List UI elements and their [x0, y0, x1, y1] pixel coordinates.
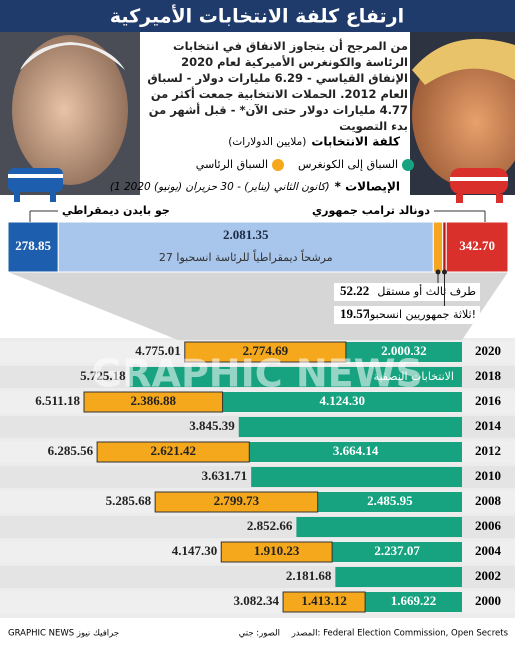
y-tick-label: 2020	[475, 343, 501, 358]
receipt-bar	[432, 221, 444, 273]
category-label: ثلاثة جمهوريين انسحبوا!	[367, 308, 476, 321]
y-tick-label: 2012	[475, 443, 501, 458]
legend-swatch	[402, 159, 414, 171]
y-tick-label: 2008	[475, 493, 502, 508]
value-label: 3.664.14	[333, 443, 379, 458]
category-label: طرف ثالث أو مستقل	[377, 284, 476, 298]
footer-source: المصدر: Federal Election Commission, Ope…	[291, 629, 509, 639]
value-label: 2.386.88	[131, 393, 177, 408]
bar-congress	[251, 467, 462, 487]
bar-congress	[332, 542, 462, 562]
callout-bg	[334, 306, 480, 324]
photo-biden	[12, 35, 128, 185]
y-tick-label: 2004	[475, 543, 502, 558]
value-label: 1.413.12	[301, 593, 347, 608]
title: ارتفاع كلفة الانتخابات الأميركية	[110, 5, 404, 28]
value-label: 1.669.22	[391, 593, 437, 608]
bar-president	[154, 491, 319, 513]
callout-bg	[334, 283, 480, 301]
photo-trump	[412, 43, 515, 187]
legend-label: السباق الرئاسي	[196, 158, 268, 171]
total-label: 2.852.66	[247, 518, 293, 533]
total-label: 4.147.30	[172, 543, 218, 558]
watermark: GRAPHIC NEWS	[91, 352, 423, 396]
bar-congress	[249, 442, 462, 462]
value-label: 2.000.32	[381, 343, 427, 358]
value-label: 2.621.42	[150, 443, 196, 458]
intro-text: من المرجح أن يتجاوز الانفاق في انتخابات …	[147, 39, 408, 133]
receipt-bar	[442, 221, 447, 273]
receipt-bar	[445, 221, 509, 273]
total-label: 5.285.68	[106, 493, 152, 508]
footer-brand: GRAPHIC NEWS جرافيك نيوز	[8, 629, 119, 639]
bar-congress	[296, 517, 462, 537]
y-tick-label: 2000	[475, 593, 501, 608]
value-label: 19.57	[340, 306, 370, 321]
total-label: 6.511.18	[35, 393, 80, 408]
bar-congress	[222, 392, 462, 412]
bar-congress	[129, 367, 462, 387]
bar-president	[282, 591, 366, 613]
y-tick-label: 2016	[475, 393, 502, 408]
legend-label: السباق إلى الكونغرس	[298, 158, 398, 171]
total-label: 5.725.18	[80, 368, 126, 383]
bar-president	[184, 341, 347, 363]
receipts-title: * الإيصالات	[335, 180, 400, 194]
value-label: 2.237.07	[374, 543, 420, 558]
total-label: 3.082.34	[234, 593, 280, 608]
bar-congress	[345, 342, 462, 362]
receipt-bar	[7, 221, 59, 273]
value-label: 2.485.95	[367, 493, 413, 508]
category-label: 27 مرشحاً ديمقراطياً للرئاسة انسحبوا	[159, 249, 333, 264]
annotation: الانتخابات النصفية	[374, 370, 454, 383]
photo-biden-hair	[20, 42, 125, 70]
value-label: 2.774.69	[243, 343, 289, 358]
value-label: 342.70	[459, 238, 495, 253]
chart-unit: (ملايين الدولارات)	[228, 136, 306, 148]
republican-symbol	[450, 168, 508, 203]
title-banner	[0, 0, 515, 32]
chart-title: كلفة الانتخابات	[311, 135, 400, 149]
bar-president	[83, 391, 224, 413]
legend-swatch	[272, 159, 284, 171]
bar-congress	[365, 592, 462, 612]
receipts-subtitle: (1 كانون الثاني (يناير) - 30 حزيران (يون…	[110, 181, 330, 193]
total-label: 2.181.68	[286, 568, 332, 583]
total-label: 6.285.56	[48, 443, 94, 458]
leader-dot	[435, 269, 441, 275]
value-label: 278.85	[15, 238, 51, 253]
y-tick-label: 2006	[475, 518, 502, 533]
footer-photos: الصور: جتي	[239, 629, 280, 639]
bar-congress	[238, 417, 462, 437]
photo-trump-hair	[412, 38, 515, 85]
y-tick-label: 2014	[475, 418, 502, 433]
democrat-symbol	[8, 168, 63, 202]
bar-congress	[317, 492, 462, 512]
bar-president	[96, 441, 250, 463]
value-label: 52.22	[340, 283, 369, 298]
value-label: 1.910.23	[254, 543, 300, 558]
bar-congress	[335, 567, 462, 587]
leader-dot	[441, 269, 447, 275]
y-tick-label: 2002	[475, 568, 501, 583]
y-tick-label: 2010	[475, 468, 501, 483]
bar-president	[220, 541, 333, 563]
value-label: 2.799.73	[214, 493, 260, 508]
total-label: 3.631.71	[202, 468, 248, 483]
value-label: 2.081.35	[223, 227, 269, 242]
y-tick-label: 2018	[475, 368, 502, 383]
value-label: 4.124.30	[320, 393, 366, 408]
category-label: جو بايدن ديمقراطي	[62, 204, 170, 217]
total-label: 4.775.01	[135, 343, 181, 358]
total-label: 3.845.39	[189, 418, 235, 433]
category-label: دونالد ترامب جمهوري	[312, 204, 430, 217]
